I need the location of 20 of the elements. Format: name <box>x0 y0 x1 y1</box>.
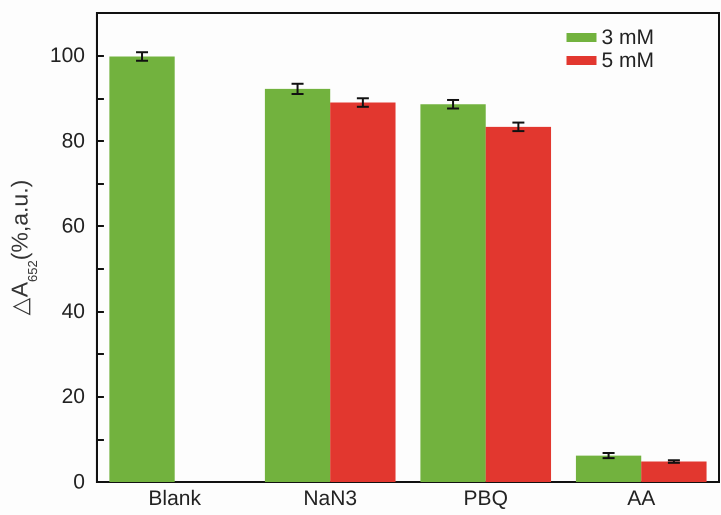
y-tick-label: 20 <box>62 385 85 408</box>
y-tick-label: 40 <box>62 300 85 323</box>
bar <box>330 102 396 482</box>
y-tick-label: 0 <box>73 470 85 494</box>
bar <box>486 126 552 482</box>
x-tick-label: AA <box>627 487 656 510</box>
legend-label: 3 mM <box>602 26 654 49</box>
y-axis-title: △A652(%,a.u.) <box>6 180 40 316</box>
y-tick-label: 60 <box>62 214 85 238</box>
bar <box>109 56 175 482</box>
x-tick-label: Blank <box>148 487 202 510</box>
bar <box>264 88 330 482</box>
legend-label: 5 mM <box>602 49 654 72</box>
x-tick-label: NaN3 <box>303 487 358 510</box>
y-tick-label: 80 <box>62 129 85 152</box>
y-tick-label: 100 <box>50 44 85 68</box>
bar <box>420 104 486 482</box>
x-tick-label: PBQ <box>464 487 508 510</box>
bar <box>641 462 707 482</box>
bar <box>576 456 642 482</box>
